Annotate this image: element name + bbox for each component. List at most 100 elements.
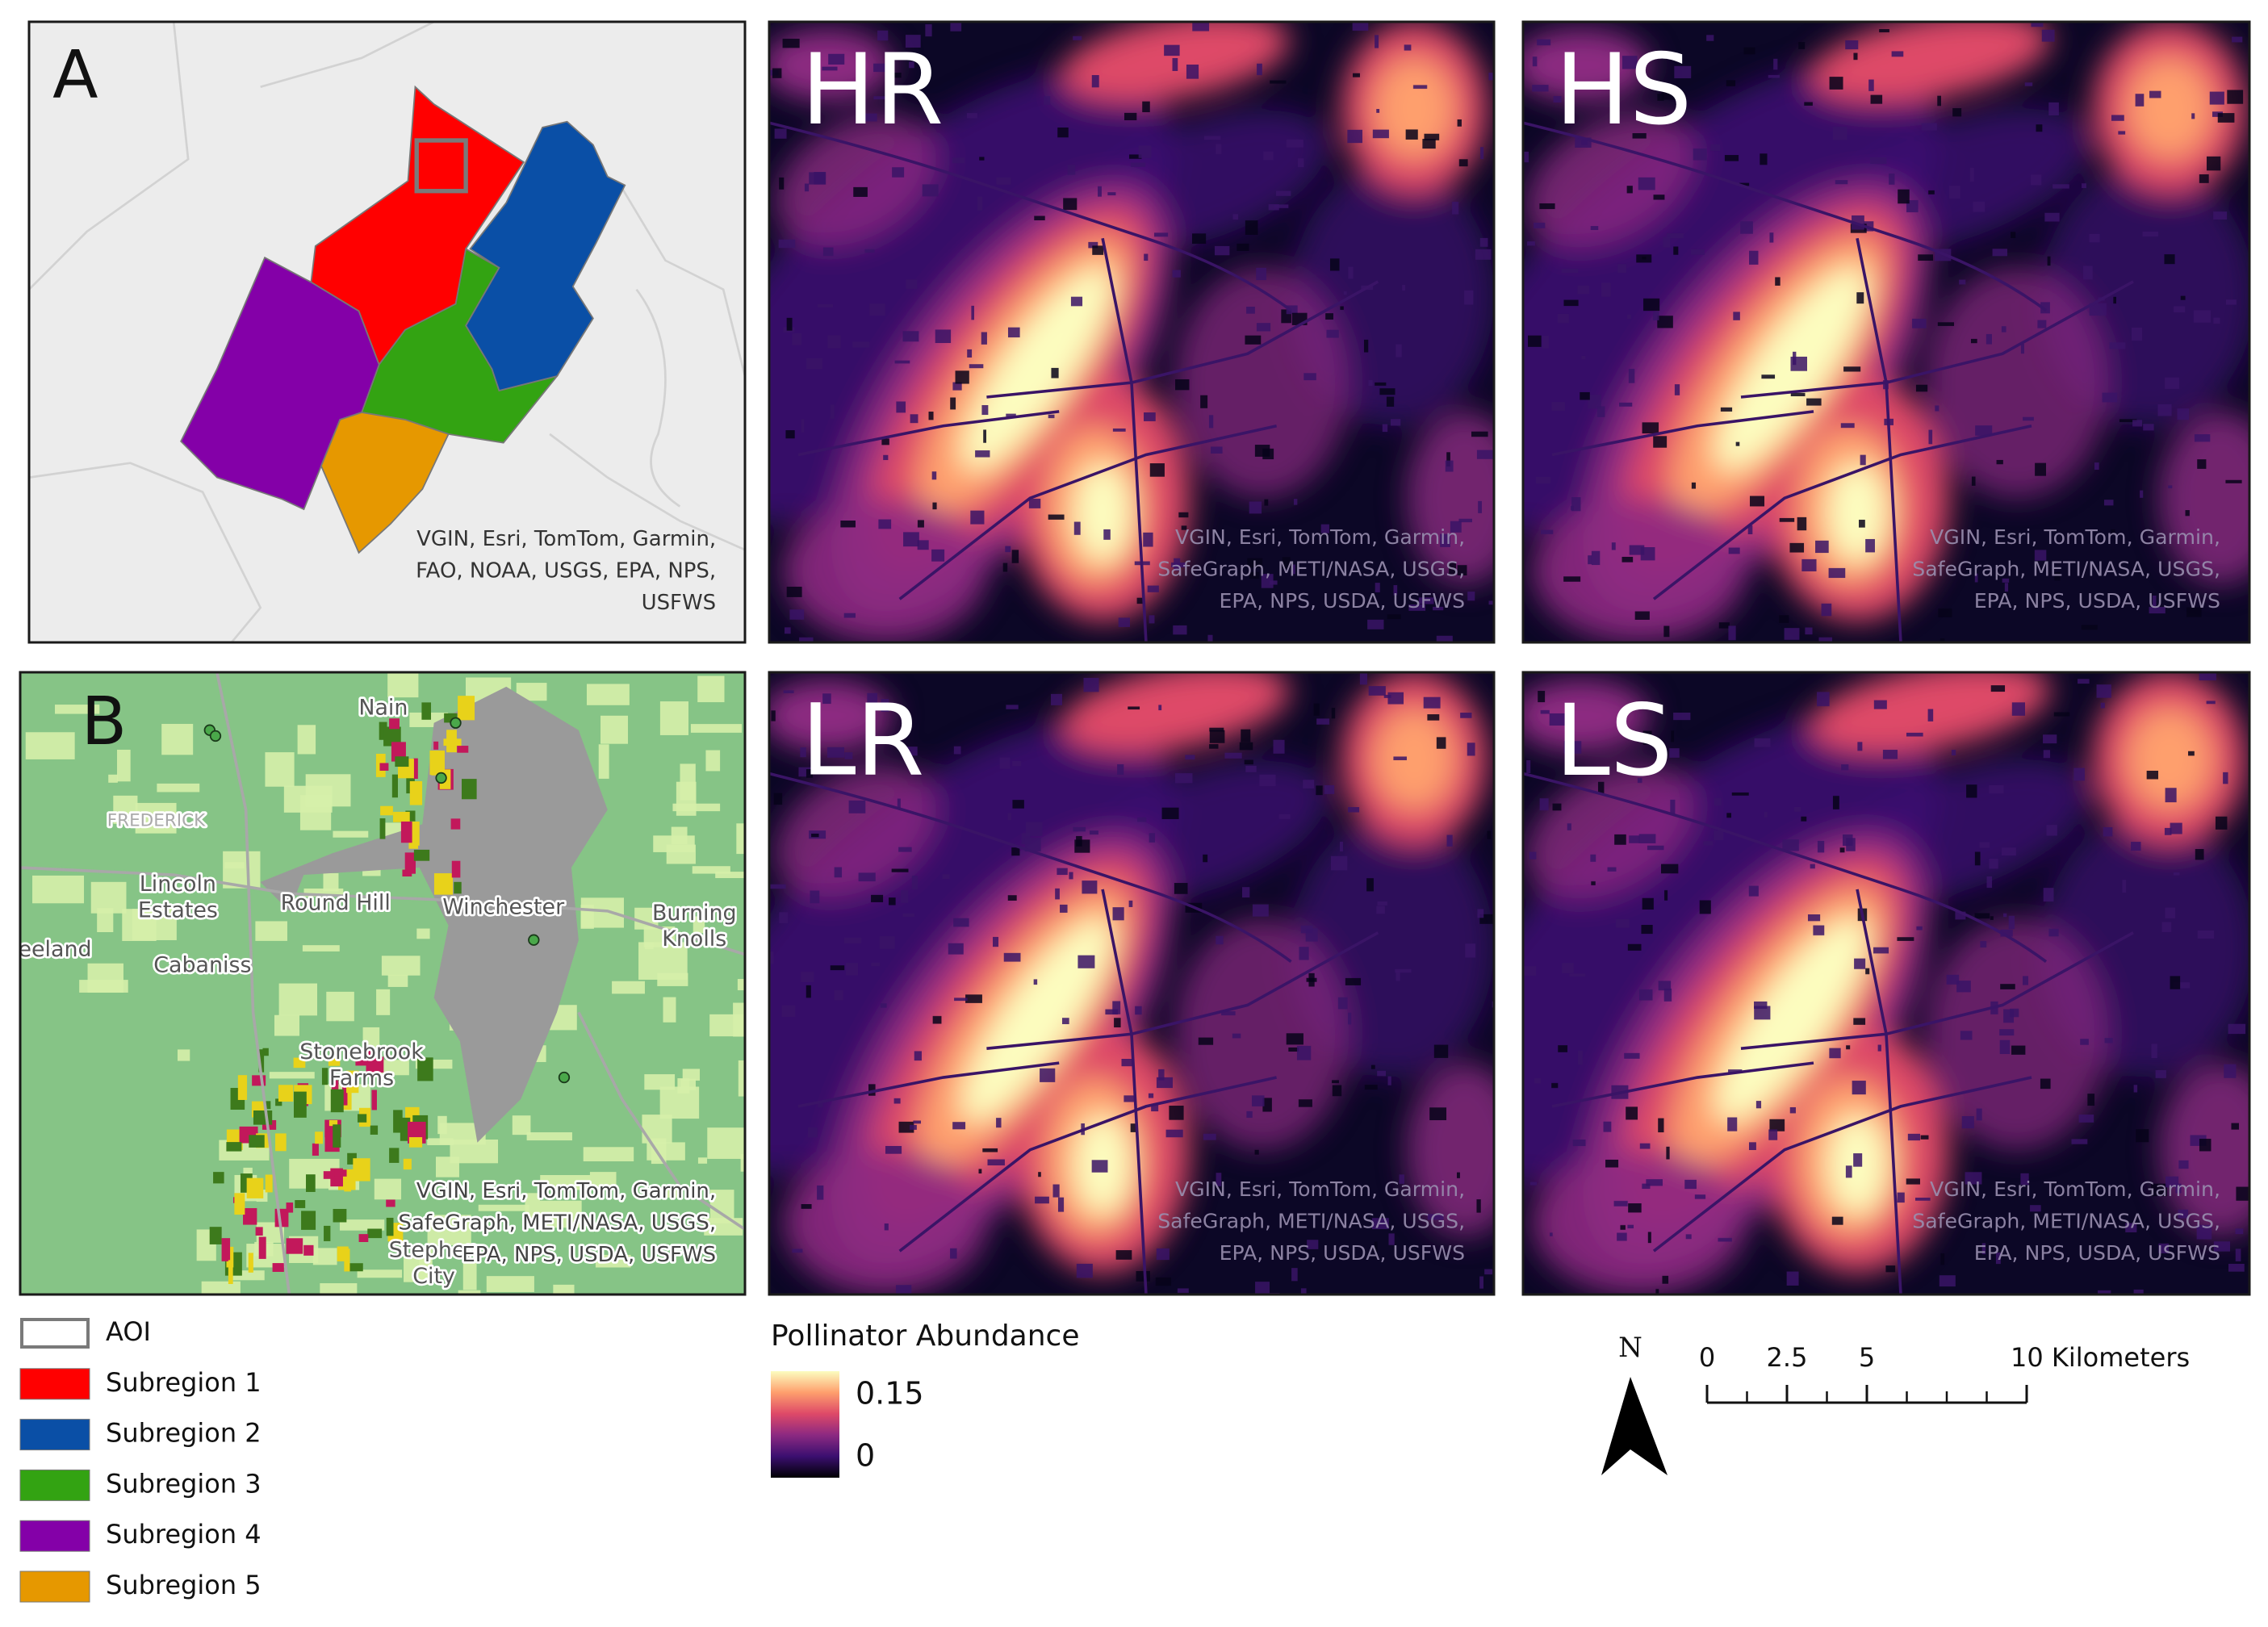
land-patch xyxy=(2157,404,2172,416)
land-patch xyxy=(2037,320,2047,328)
road xyxy=(1652,1076,2032,1253)
land-patch xyxy=(2149,90,2161,98)
land-patch xyxy=(1487,830,1492,839)
land-patch xyxy=(1007,813,1011,821)
land-cover xyxy=(553,1284,575,1294)
land-cover xyxy=(600,715,629,744)
land-cover xyxy=(478,1204,529,1211)
land-patch xyxy=(1147,585,1159,592)
land-patch xyxy=(1865,968,1870,975)
land-patch xyxy=(2149,607,2165,614)
land-patch xyxy=(1135,1006,1142,1015)
crop-field xyxy=(358,1234,369,1242)
land-cover xyxy=(374,1178,402,1200)
land-patch xyxy=(1996,459,2003,465)
land-patch xyxy=(1423,696,1441,709)
land-patch xyxy=(2165,1176,2179,1188)
land-patch xyxy=(1916,926,1923,931)
crop-field xyxy=(333,1124,341,1148)
attribution: VGIN, Esri, TomTom, Garmin, xyxy=(1930,525,2220,549)
land-patch xyxy=(1345,977,1362,985)
land-patch xyxy=(2194,434,2211,442)
land-patch xyxy=(1657,316,1673,328)
land-cover xyxy=(740,1153,745,1172)
land-patch xyxy=(1588,394,1601,409)
crop-field xyxy=(258,1049,265,1073)
land-patch xyxy=(1251,1095,1265,1106)
land-patch xyxy=(1835,180,1848,185)
land-patch xyxy=(2197,459,2207,469)
land-patch xyxy=(1591,881,1596,885)
land-patch xyxy=(1379,388,1396,395)
land-patch xyxy=(1221,1011,1236,1016)
land-patch xyxy=(2217,113,2235,123)
land-patch xyxy=(2165,907,2176,918)
land-patch xyxy=(2010,1008,2019,1018)
land-patch xyxy=(1995,1252,2001,1265)
road xyxy=(1551,410,1814,457)
land-patch xyxy=(2140,490,2144,498)
land-patch xyxy=(1270,80,1287,84)
abundance-blob xyxy=(1809,672,2051,754)
land-patch xyxy=(1367,619,1384,629)
land-patch xyxy=(1879,28,1889,33)
land-patch xyxy=(2173,982,2191,989)
crop-field xyxy=(312,1143,319,1156)
land-patch xyxy=(1974,913,1990,919)
land-patch xyxy=(981,404,989,416)
land-patch xyxy=(1340,841,1343,851)
land-cover xyxy=(303,888,344,897)
abundance-blob xyxy=(1532,1149,1747,1294)
place-label: Stonebrook xyxy=(299,1039,424,1064)
land-patch xyxy=(801,1204,812,1209)
land-patch xyxy=(1907,1133,1921,1141)
land-patch xyxy=(1067,164,1076,175)
land-patch xyxy=(1779,615,1789,623)
land-patch xyxy=(1764,812,1768,818)
land-patch xyxy=(1476,1199,1481,1213)
land-patch xyxy=(1121,1058,1135,1067)
land-patch xyxy=(2236,1186,2249,1201)
basemap-road xyxy=(29,22,190,291)
land-patch xyxy=(950,22,962,31)
place-label: Lincoln xyxy=(140,872,216,897)
abundance-blob xyxy=(1827,462,1888,563)
land-patch xyxy=(1063,198,1078,211)
land-patch xyxy=(878,519,892,529)
land-patch xyxy=(935,329,952,344)
land-patch xyxy=(1605,1159,1619,1168)
land-patch xyxy=(1658,981,1672,991)
land-patch xyxy=(858,872,876,882)
land-patch xyxy=(1158,705,1162,711)
crop-field xyxy=(328,1119,338,1127)
land-patch xyxy=(1529,851,1537,860)
land-patch xyxy=(1330,855,1348,871)
land-patch xyxy=(1684,1179,1697,1190)
land-patch xyxy=(2215,816,2228,830)
land-patch xyxy=(1666,1146,1670,1160)
land-patch xyxy=(1596,406,1605,417)
panel-label: LS xyxy=(1555,684,1673,798)
attribution: FAO, NOAA, USGS, EPA, NPS, xyxy=(416,559,716,583)
land-patch xyxy=(2024,82,2033,86)
land-patch xyxy=(1208,415,1214,429)
land-patch xyxy=(1209,730,1225,743)
land-patch xyxy=(1949,186,1960,199)
land-patch xyxy=(1396,344,1402,358)
subregion xyxy=(320,412,450,554)
land-patch xyxy=(1291,564,1295,575)
land-patch xyxy=(1626,1106,1638,1120)
land-patch xyxy=(2131,327,2143,341)
attribution: VGIN, Esri, TomTom, Garmin, xyxy=(1930,1177,2220,1201)
land-patch xyxy=(1181,525,1187,530)
land-patch xyxy=(1246,307,1255,314)
land-patch xyxy=(2089,303,2107,316)
land-patch xyxy=(1138,145,1152,158)
land-patch xyxy=(1002,563,1008,572)
crop-field xyxy=(253,1110,273,1125)
land-patch xyxy=(1846,838,1856,851)
land-patch xyxy=(1724,155,1739,161)
land-patch xyxy=(2034,550,2047,561)
land-patch xyxy=(2131,842,2141,851)
land-patch xyxy=(1532,85,1549,92)
